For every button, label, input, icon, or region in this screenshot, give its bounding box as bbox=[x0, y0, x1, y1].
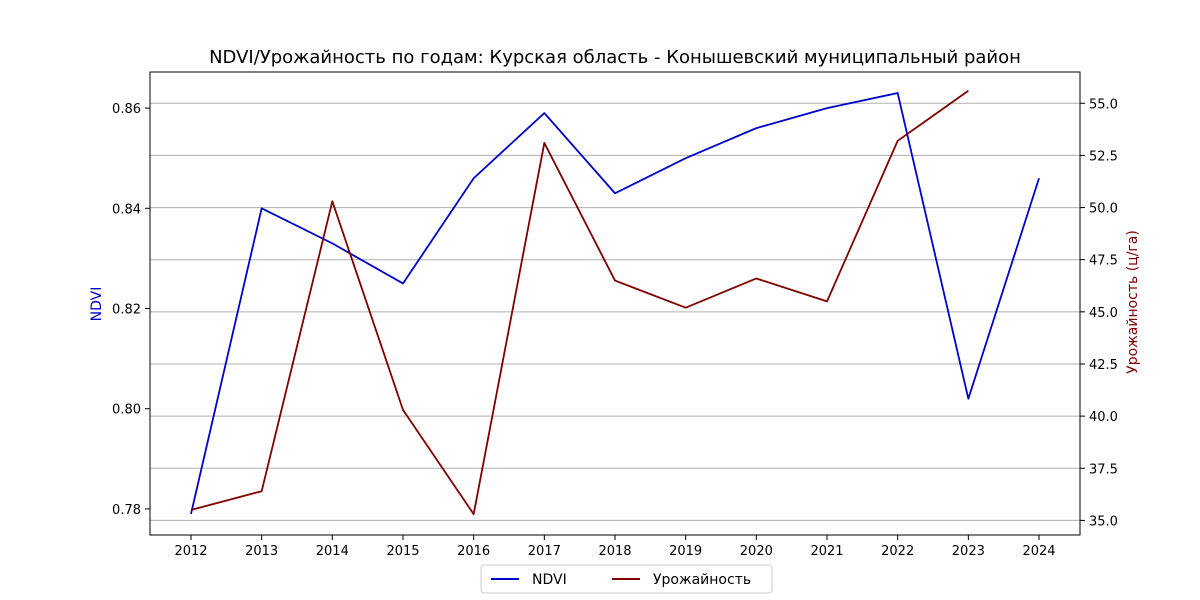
x-tick-label: 2022 bbox=[881, 544, 914, 559]
x-tick-label: 2024 bbox=[1022, 544, 1055, 559]
left-y-tick-label: 0.86 bbox=[112, 102, 141, 117]
x-tick-label: 2017 bbox=[528, 544, 561, 559]
left-y-axis-label: NDVI bbox=[89, 287, 105, 322]
right-y-tick-label: 45.0 bbox=[1089, 306, 1118, 321]
x-axis: 2012 2013 2014 2015 2016 2017 2018 2019 2020 2021… bbox=[174, 535, 1056, 559]
left-y-axis: 0.78 0.80 0.82 0.84 0.86 bbox=[112, 102, 150, 518]
right-y-tick-label: 40.0 bbox=[1089, 410, 1118, 425]
x-tick-label: 2018 bbox=[598, 544, 631, 559]
legend-label-yield: Урожайность bbox=[653, 572, 751, 588]
legend-label-ndvi: NDVI bbox=[532, 572, 567, 588]
x-tick-label: 2019 bbox=[669, 544, 702, 559]
right-y-tick-label: 50.0 bbox=[1089, 202, 1118, 217]
chart-title: NDVI/Урожайность по годам: Курская облас… bbox=[209, 47, 1021, 68]
x-tick-label: 2023 bbox=[952, 544, 985, 559]
x-tick-label: 2015 bbox=[386, 544, 419, 559]
left-y-tick-label: 0.82 bbox=[112, 303, 141, 318]
series-line-yield bbox=[190, 90, 969, 516]
x-tick-label: 2020 bbox=[740, 544, 773, 559]
legend: NDVI Урожайность bbox=[480, 564, 773, 594]
right-y-axis-label: Урожайность (ц/га) bbox=[1125, 230, 1141, 374]
x-tick-label: 2021 bbox=[810, 544, 843, 559]
x-tick-label: 2016 bbox=[457, 544, 490, 559]
series-layer bbox=[190, 90, 1040, 516]
left-y-tick-label: 0.80 bbox=[112, 403, 141, 418]
left-y-tick-label: 0.84 bbox=[112, 202, 141, 217]
x-tick-label: 2012 bbox=[174, 544, 207, 559]
right-y-tick-label: 37.5 bbox=[1089, 462, 1118, 477]
left-y-tick-label: 0.78 bbox=[112, 503, 141, 518]
x-tick-label: 2014 bbox=[316, 544, 349, 559]
right-y-tick-label: 47.5 bbox=[1089, 254, 1118, 269]
series-line-ndvi bbox=[190, 92, 1040, 515]
right-y-tick-label: 52.5 bbox=[1089, 149, 1118, 164]
x-tick-label: 2013 bbox=[245, 544, 278, 559]
right-y-tick-label: 55.0 bbox=[1089, 97, 1118, 112]
right-y-tick-label: 42.5 bbox=[1089, 358, 1118, 373]
right-y-tick-label: 35.0 bbox=[1089, 514, 1118, 529]
right-y-axis: 35.0 37.5 40.0 42.5 45.0 47.5 50.0 52.5 55.0 bbox=[1080, 97, 1118, 529]
